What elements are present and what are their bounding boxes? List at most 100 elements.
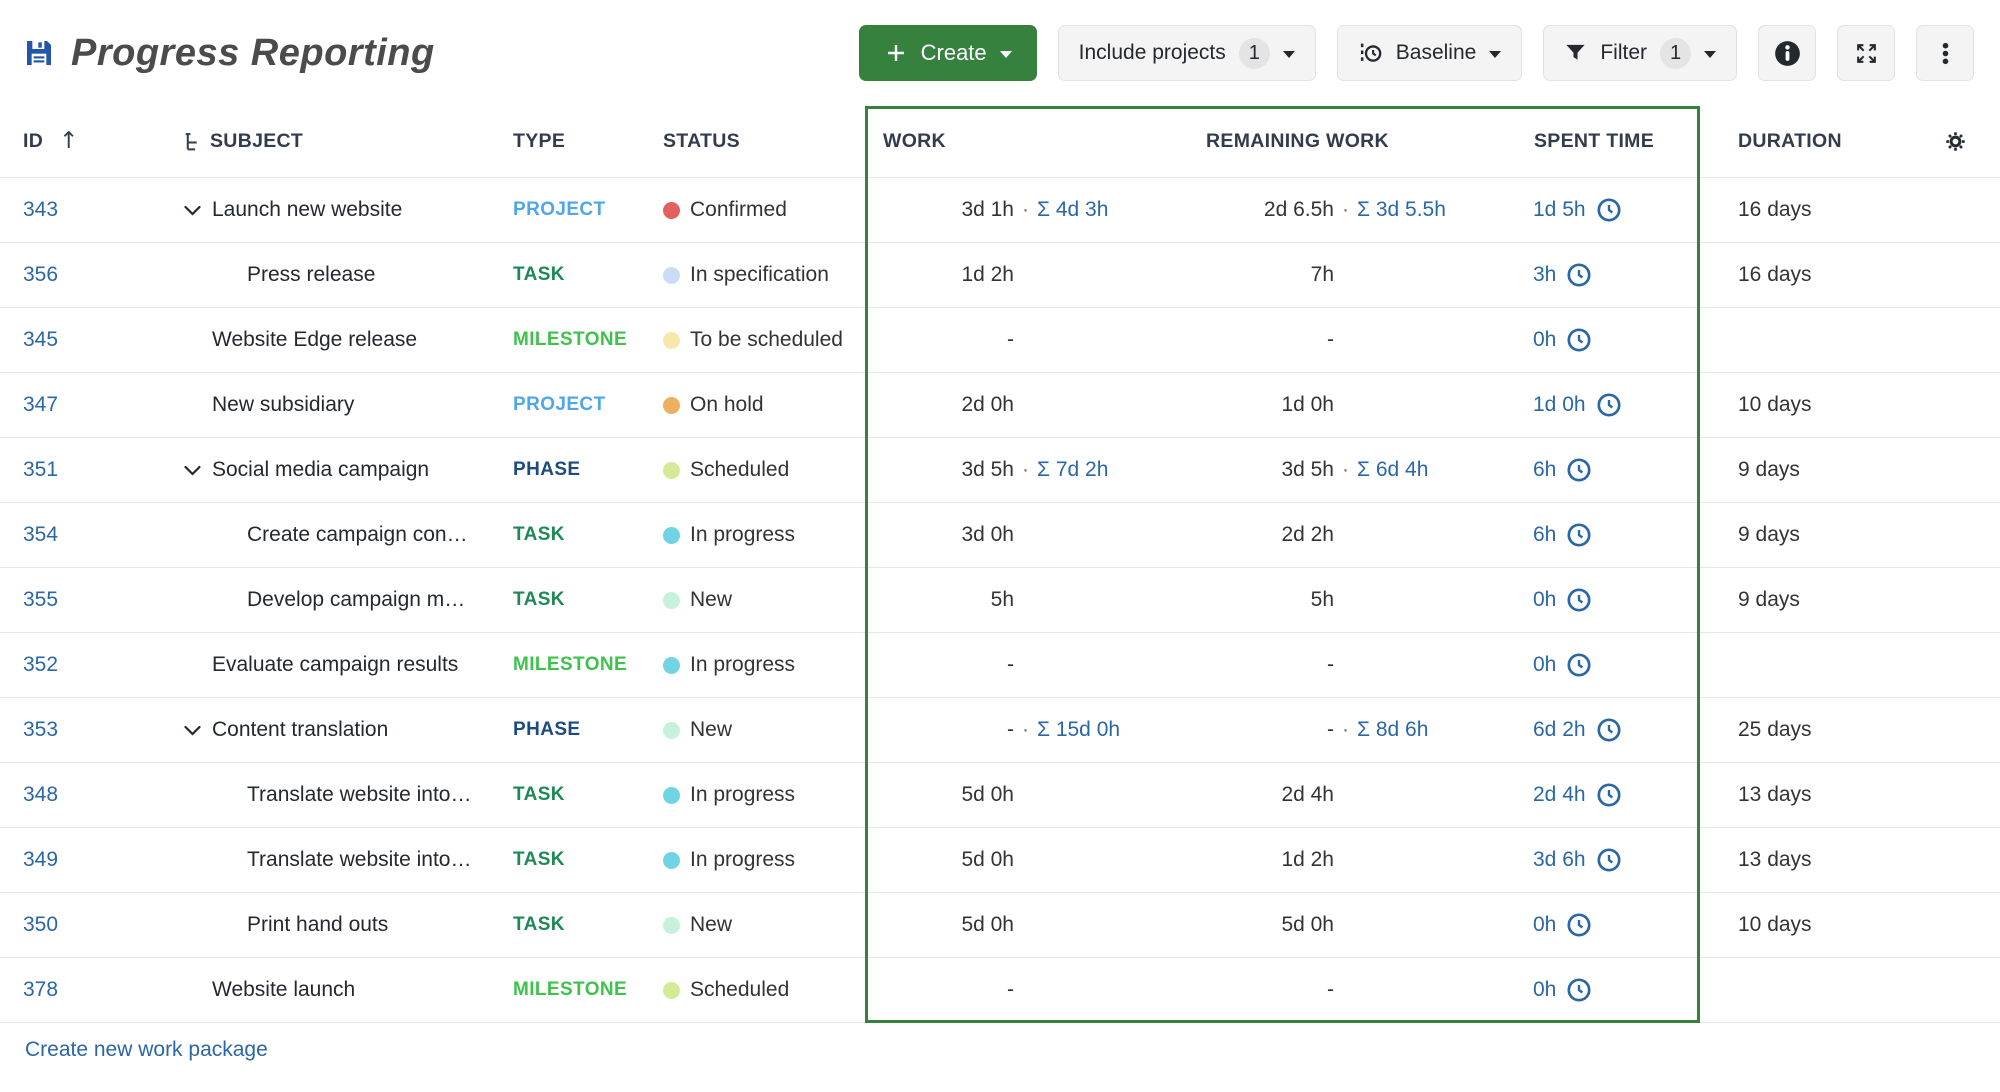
more-menu-button[interactable] bbox=[1916, 25, 1974, 81]
work-cell[interactable]: 1d 2h bbox=[865, 263, 1205, 287]
spent-time-link[interactable]: 0h bbox=[1533, 652, 1592, 678]
remaining-work-value[interactable]: 1d 0h bbox=[1281, 393, 1334, 416]
collapse-chevron-icon[interactable] bbox=[180, 465, 205, 476]
remaining-work-cell[interactable]: 3d 5h · Σ 6d 4h bbox=[1205, 458, 1533, 482]
work-package-id-link[interactable]: 352 bbox=[23, 653, 59, 676]
duration-value[interactable]: 10 days bbox=[1738, 913, 1812, 936]
type-label[interactable]: PHASE bbox=[513, 459, 581, 480]
remaining-work-cell[interactable]: 2d 4h bbox=[1205, 783, 1533, 807]
subject-text[interactable]: Translate website into… bbox=[247, 848, 472, 871]
status-cell[interactable]: In progress bbox=[650, 523, 865, 547]
work-value[interactable]: 5h bbox=[990, 588, 1014, 611]
spent-time-link[interactable]: 1d 5h bbox=[1533, 197, 1622, 223]
status-cell[interactable]: Scheduled bbox=[650, 458, 865, 482]
work-cell[interactable]: 5d 0h bbox=[865, 913, 1205, 937]
duration-value[interactable]: 10 days bbox=[1738, 393, 1812, 416]
work-cell[interactable]: - bbox=[865, 328, 1205, 352]
work-package-id-link[interactable]: 345 bbox=[23, 328, 59, 351]
remaining-work-cell[interactable]: 2d 6.5h · Σ 3d 5.5h bbox=[1205, 198, 1533, 222]
work-cell[interactable]: 5d 0h bbox=[865, 783, 1205, 807]
type-label[interactable]: TASK bbox=[513, 849, 565, 870]
type-label[interactable]: PROJECT bbox=[513, 199, 606, 220]
collapse-chevron-icon[interactable] bbox=[180, 205, 205, 216]
spent-time-link[interactable]: 3d 6h bbox=[1533, 847, 1622, 873]
subject-text[interactable]: Develop campaign m… bbox=[247, 588, 466, 611]
work-value[interactable]: 2d 0h bbox=[961, 393, 1014, 416]
collapse-chevron-icon[interactable] bbox=[180, 725, 205, 736]
spent-time-link[interactable]: 2d 4h bbox=[1533, 782, 1622, 808]
work-cell[interactable]: 3d 0h bbox=[865, 523, 1205, 547]
remaining-work-value[interactable]: 3d 5h bbox=[1281, 458, 1334, 481]
status-cell[interactable]: In specification bbox=[650, 263, 865, 287]
status-cell[interactable]: In progress bbox=[650, 783, 865, 807]
remaining-work-cell[interactable]: 1d 2h bbox=[1205, 848, 1533, 872]
work-cell[interactable]: 5h bbox=[865, 588, 1205, 612]
work-cell[interactable]: 3d 1h · Σ 4d 3h bbox=[865, 198, 1205, 222]
column-header-status[interactable]: STATUS bbox=[663, 130, 740, 152]
remaining-work-value[interactable]: - bbox=[1327, 653, 1334, 676]
work-cell[interactable]: 2d 0h bbox=[865, 393, 1205, 417]
work-cell[interactable]: 3d 5h · Σ 7d 2h bbox=[865, 458, 1205, 482]
spent-time-link[interactable]: 6h bbox=[1533, 457, 1592, 483]
create-new-work-package-link[interactable]: Create new work package bbox=[25, 1038, 268, 1061]
work-package-id-link[interactable]: 353 bbox=[23, 718, 59, 741]
duration-value[interactable]: 16 days bbox=[1738, 263, 1812, 286]
subject-text[interactable]: Create campaign con… bbox=[247, 523, 468, 546]
subject-text[interactable]: Press release bbox=[247, 263, 376, 286]
filter-button[interactable]: Filter 1 bbox=[1543, 25, 1737, 81]
work-value[interactable]: - bbox=[1007, 328, 1014, 351]
subject-text[interactable]: Social media campaign bbox=[212, 458, 430, 481]
work-package-id-link[interactable]: 354 bbox=[23, 523, 59, 546]
status-cell[interactable]: In progress bbox=[650, 848, 865, 872]
column-header-id[interactable]: ID ↑ bbox=[0, 130, 160, 153]
duration-value[interactable]: 9 days bbox=[1738, 458, 1800, 481]
duration-value[interactable]: 25 days bbox=[1738, 718, 1812, 741]
status-cell[interactable]: Scheduled bbox=[650, 978, 865, 1002]
column-header-subject[interactable]: SUBJECT bbox=[160, 130, 500, 153]
subject-text[interactable]: Website Edge release bbox=[212, 328, 418, 351]
subject-text[interactable]: Translate website into… bbox=[247, 783, 472, 806]
remaining-work-cell[interactable]: - bbox=[1205, 653, 1533, 677]
type-label[interactable]: TASK bbox=[513, 914, 565, 935]
column-header-work[interactable]: WORK bbox=[883, 130, 946, 152]
work-value[interactable]: - bbox=[1007, 978, 1014, 1001]
work-value[interactable]: 5d 0h bbox=[961, 913, 1014, 936]
duration-value[interactable]: 13 days bbox=[1738, 783, 1812, 806]
subject-text[interactable]: Evaluate campaign results bbox=[212, 653, 459, 676]
status-cell[interactable]: On hold bbox=[650, 393, 865, 417]
remaining-work-value[interactable]: 2d 4h bbox=[1281, 783, 1334, 806]
work-value[interactable]: 5d 0h bbox=[961, 783, 1014, 806]
work-cell[interactable]: - bbox=[865, 978, 1205, 1002]
work-package-id-link[interactable]: 347 bbox=[23, 393, 59, 416]
table-settings-button[interactable] bbox=[1910, 131, 2000, 152]
remaining-work-cell[interactable]: 5h bbox=[1205, 588, 1533, 612]
remaining-work-cell[interactable]: - bbox=[1205, 328, 1533, 352]
status-cell[interactable]: New bbox=[650, 913, 865, 937]
spent-time-link[interactable]: 6h bbox=[1533, 522, 1592, 548]
subject-text[interactable]: Website launch bbox=[212, 978, 356, 1001]
work-cell[interactable]: 5d 0h bbox=[865, 848, 1205, 872]
remaining-work-sum-link[interactable]: Σ 3d 5.5h bbox=[1357, 198, 1446, 221]
remaining-work-value[interactable]: 7h bbox=[1310, 263, 1334, 286]
remaining-work-cell[interactable]: 1d 0h bbox=[1205, 393, 1533, 417]
work-value[interactable]: - bbox=[1007, 718, 1014, 741]
spent-time-link[interactable]: 0h bbox=[1533, 977, 1592, 1003]
type-label[interactable]: TASK bbox=[513, 784, 565, 805]
status-cell[interactable]: New bbox=[650, 718, 865, 742]
duration-value[interactable]: 9 days bbox=[1738, 523, 1800, 546]
status-cell[interactable]: New bbox=[650, 588, 865, 612]
remaining-work-value[interactable]: 2d 6.5h bbox=[1263, 198, 1334, 221]
spent-time-link[interactable]: 0h bbox=[1533, 587, 1592, 613]
type-label[interactable]: MILESTONE bbox=[513, 979, 628, 1000]
remaining-work-value[interactable]: - bbox=[1327, 718, 1334, 741]
duration-value[interactable]: 13 days bbox=[1738, 848, 1812, 871]
remaining-work-value[interactable]: 5h bbox=[1310, 588, 1334, 611]
fullscreen-button[interactable] bbox=[1837, 25, 1895, 81]
work-package-id-link[interactable]: 378 bbox=[23, 978, 59, 1001]
work-package-id-link[interactable]: 349 bbox=[23, 848, 59, 871]
save-icon[interactable] bbox=[23, 37, 55, 69]
remaining-work-sum-link[interactable]: Σ 6d 4h bbox=[1357, 458, 1429, 481]
spent-time-link[interactable]: 0h bbox=[1533, 912, 1592, 938]
subject-text[interactable]: Launch new website bbox=[212, 198, 403, 221]
status-cell[interactable]: To be scheduled bbox=[650, 328, 865, 352]
